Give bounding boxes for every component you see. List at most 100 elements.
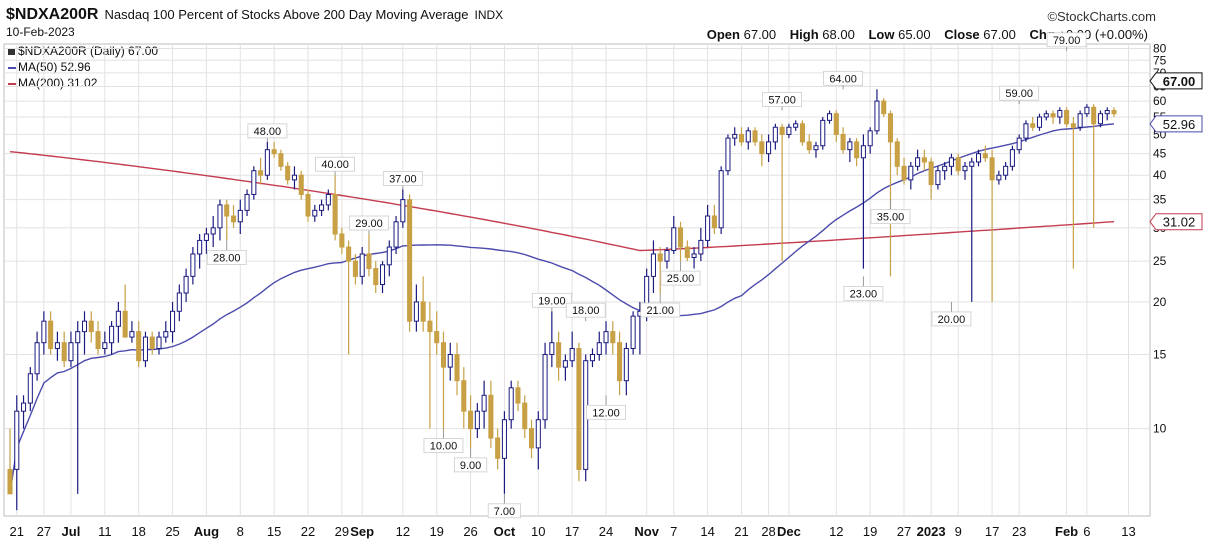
- price-annotation: 35.00: [870, 199, 911, 225]
- candle: [54, 331, 60, 361]
- candle: [908, 161, 914, 190]
- candle-body: [854, 141, 860, 159]
- annotation-label: 10.00: [430, 441, 458, 453]
- candle: [1016, 134, 1022, 154]
- price-annotation: 19.00: [531, 292, 572, 312]
- candle-body: [95, 331, 101, 350]
- price-annotation: 23.00: [843, 276, 884, 301]
- candle: [542, 342, 548, 429]
- candle-body: [522, 402, 528, 430]
- candle-body: [68, 342, 74, 362]
- candle-body: [102, 342, 108, 350]
- candle-body: [617, 342, 623, 382]
- high-value: 68.00: [822, 27, 855, 42]
- candle-body: [278, 153, 284, 167]
- candle-body: [915, 157, 921, 167]
- candle-body: [1016, 137, 1022, 151]
- candle-body: [332, 193, 338, 235]
- annotation-label: 9.00: [460, 460, 481, 472]
- candle: [718, 166, 724, 234]
- candle-body: [325, 193, 331, 206]
- candle-body: [759, 141, 765, 155]
- candle: [813, 141, 819, 158]
- candle: [95, 321, 101, 355]
- candle: [725, 134, 731, 176]
- candle: [1091, 104, 1097, 228]
- candle-body: [874, 100, 880, 132]
- candle: [149, 331, 155, 355]
- x-tick-label: 13: [1121, 524, 1135, 539]
- y-tick-label: 15: [1153, 348, 1167, 362]
- annotation-box: [999, 85, 1040, 101]
- candle-body: [657, 253, 663, 262]
- candle-body: [298, 174, 304, 195]
- candle-body: [61, 342, 67, 362]
- annotation-label: 25.00: [667, 273, 695, 285]
- annotation-box: [586, 404, 626, 420]
- candle: [1084, 104, 1090, 118]
- candle: [894, 138, 900, 176]
- last-value-box: [1149, 115, 1203, 133]
- x-tick-label: 10: [531, 524, 545, 539]
- candle: [847, 138, 853, 162]
- candle-body: [982, 153, 988, 159]
- candle-body: [48, 320, 54, 350]
- candle-body: [251, 170, 257, 195]
- candle-body: [230, 215, 237, 223]
- candle-body: [528, 428, 535, 449]
- candle: [278, 149, 284, 171]
- price-annotation: 9.00: [453, 447, 488, 473]
- candle: [224, 199, 230, 241]
- candle: [170, 301, 176, 343]
- annotation-box: [382, 171, 423, 186]
- price-annotation: 64.00: [823, 70, 863, 90]
- x-tick-label: 21: [734, 524, 748, 539]
- last-value-text: 31.02: [1163, 215, 1196, 230]
- candle-body: [197, 239, 203, 255]
- price-annotation: 20.00: [931, 301, 972, 327]
- candle-body: [373, 268, 379, 285]
- candle-body: [996, 174, 1002, 181]
- candle-body: [589, 354, 596, 362]
- candle: [955, 153, 961, 176]
- candle: [434, 311, 440, 355]
- candle: [657, 247, 663, 293]
- candle: [81, 311, 88, 355]
- candle-body: [1097, 113, 1103, 125]
- candle-body: [976, 153, 982, 163]
- legend-price: $NDXA200R (Daily) 67.00: [8, 44, 158, 58]
- candle-body: [779, 126, 785, 135]
- y-tick-label: 10: [1153, 422, 1167, 436]
- candle-body: [434, 331, 440, 344]
- candle-body: [969, 161, 975, 167]
- candle-body: [291, 174, 297, 181]
- candle-body: [935, 170, 941, 186]
- price-annotation: 37.00: [382, 171, 423, 190]
- candle: [650, 240, 656, 293]
- brand-logo: ©StockCharts.com: [1047, 9, 1156, 24]
- candle: [285, 161, 291, 185]
- candle: [711, 204, 717, 234]
- candle: [122, 284, 128, 338]
- annotation-label: 35.00: [877, 212, 905, 224]
- annotation-box: [315, 156, 356, 172]
- candle-body: [170, 310, 176, 333]
- last-value-label-price: 67.00: [1149, 72, 1203, 90]
- symbol-description: Nasdaq 100 Percent of Stocks Above 200 D…: [104, 7, 469, 22]
- x-tick-label: 17: [565, 524, 579, 539]
- candle: [874, 89, 880, 135]
- x-tick-label: Nov: [634, 524, 659, 539]
- candle-body: [1043, 113, 1049, 118]
- candle: [183, 268, 189, 302]
- candle-body: [474, 410, 480, 430]
- candle: [860, 134, 866, 269]
- candle: [976, 149, 982, 167]
- candle-body: [346, 246, 352, 262]
- candle: [102, 331, 108, 355]
- candle: [346, 240, 352, 355]
- last-value-label-ma200: 31.02: [1149, 213, 1203, 231]
- candle-body: [894, 141, 900, 167]
- candle: [305, 189, 311, 222]
- annotation-box: [453, 457, 488, 473]
- candle: [407, 194, 413, 332]
